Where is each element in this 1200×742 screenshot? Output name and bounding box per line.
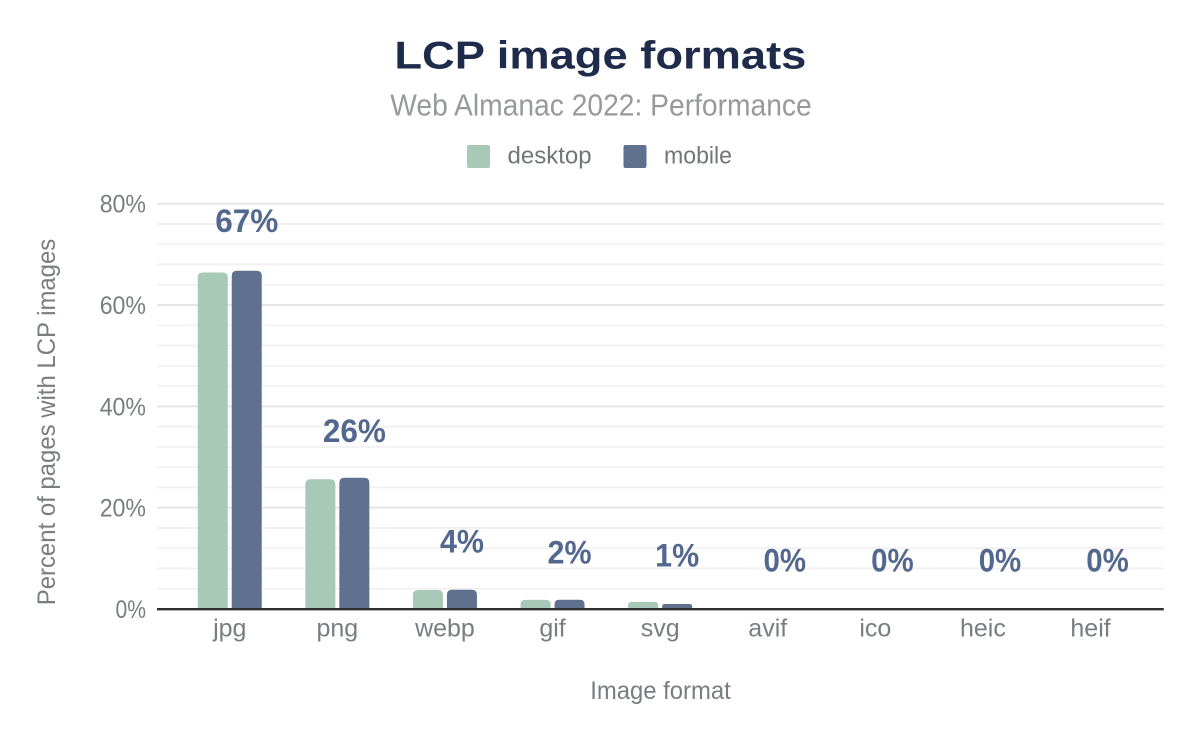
svg-text:40%: 40%: [100, 393, 146, 421]
svg-text:Web Almanac 2022: Performance: Web Almanac 2022: Performance: [390, 88, 812, 122]
svg-text:mobile: mobile: [664, 143, 732, 170]
svg-text:Percent of pages with LCP imag: Percent of pages with LCP images: [33, 239, 61, 606]
svg-text:4%: 4%: [440, 523, 484, 559]
svg-text:gif: gif: [539, 615, 565, 643]
svg-text:0%: 0%: [1086, 542, 1129, 578]
svg-text:png: png: [316, 615, 358, 643]
svg-text:Image format: Image format: [590, 677, 731, 705]
svg-text:desktop: desktop: [508, 143, 592, 170]
svg-text:0%: 0%: [871, 542, 914, 578]
svg-text:60%: 60%: [100, 292, 146, 320]
svg-text:ico: ico: [859, 615, 891, 643]
svg-text:67%: 67%: [215, 203, 278, 239]
svg-text:0%: 0%: [116, 596, 147, 624]
svg-text:2%: 2%: [548, 535, 592, 571]
svg-text:heic: heic: [960, 615, 1006, 643]
svg-text:80%: 80%: [100, 191, 146, 219]
svg-text:svg: svg: [641, 615, 680, 643]
svg-text:webp: webp: [414, 615, 475, 643]
svg-text:heif: heif: [1070, 615, 1110, 643]
svg-text:26%: 26%: [323, 413, 386, 449]
svg-text:20%: 20%: [100, 495, 146, 523]
svg-text:jpg: jpg: [212, 615, 246, 643]
svg-text:LCP image formats: LCP image formats: [394, 34, 806, 77]
svg-text:avif: avif: [748, 615, 787, 643]
svg-text:0%: 0%: [979, 542, 1022, 578]
svg-text:0%: 0%: [764, 542, 807, 578]
svg-text:1%: 1%: [655, 538, 699, 574]
